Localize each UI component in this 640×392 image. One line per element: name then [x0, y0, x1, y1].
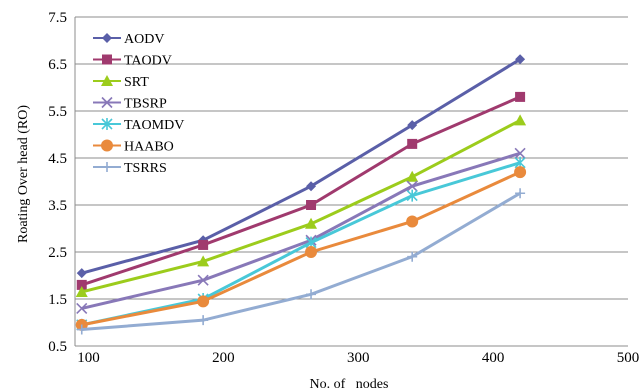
x-tick-label: 200	[212, 350, 235, 366]
legend-marker-haabo	[101, 139, 113, 152]
data-point-taodv	[515, 91, 526, 102]
data-point-srt	[197, 255, 210, 267]
y-tick-label: 0.5	[48, 339, 67, 355]
x-axis-title: No. of nodes	[310, 377, 389, 392]
data-point-tbsrp	[406, 180, 418, 192]
data-point-tsrrs	[198, 315, 209, 326]
legend-marker-tsrrs	[102, 162, 112, 172]
data-point-haabo	[305, 246, 318, 258]
data-point-taodv	[76, 279, 87, 290]
legend-label-tsrrs: TSRRS	[124, 161, 167, 176]
data-point-srt	[305, 217, 318, 229]
y-tick-label: 2.5	[48, 245, 67, 261]
data-point-taomdv	[406, 189, 418, 202]
data-point-tbsrp	[514, 147, 526, 159]
data-point-tsrrs	[306, 289, 317, 300]
x-tick-label: 500	[617, 350, 640, 366]
legend-item-haabo: HAABO	[93, 139, 174, 155]
x-tick-label: 100	[77, 350, 100, 366]
data-point-srt	[514, 114, 527, 126]
data-point-srt	[75, 285, 88, 297]
y-axis-title: Roating Over head (RO)	[16, 105, 31, 243]
legend-marker-taomdv	[101, 118, 113, 130]
y-tick-label: 5.5	[48, 104, 67, 120]
legend-marker-taodv	[102, 54, 112, 65]
data-point-tbsrp	[76, 302, 88, 314]
legend-label-tbsrp: TBSRP	[124, 97, 167, 112]
x-tick-labels: 100 200 300 400 500	[77, 350, 639, 366]
data-point-tsrrs	[515, 188, 526, 199]
legend-label-taodv: TAODV	[124, 54, 172, 69]
gridlines	[75, 16, 628, 347]
legend-item-srt: SRT	[93, 75, 149, 90]
y-tick-label: 1.5	[48, 292, 67, 308]
legend-item-tsrrs: TSRRS	[93, 161, 167, 176]
data-point-srt	[406, 170, 419, 182]
data-point-haabo	[406, 215, 419, 228]
data-point-haabo	[197, 295, 210, 308]
x-tick-label: 400	[482, 350, 505, 366]
axes	[74, 17, 628, 347]
legend-marker-srt	[101, 75, 113, 86]
y-tick-label: 6.5	[48, 57, 67, 73]
data-point-tsrrs	[407, 251, 418, 262]
legend-label-srt: SRT	[124, 75, 149, 90]
data-point-taodv	[198, 239, 209, 250]
data-point-taodv	[407, 138, 418, 149]
series-taodv	[76, 91, 526, 290]
data-point-aodv	[515, 54, 526, 65]
legend-item-taomdv: TAOMDV	[93, 118, 184, 133]
series-line-tsrrs	[81, 191, 521, 332]
y-tick-label: 3.5	[48, 198, 67, 214]
data-point-haabo	[514, 166, 527, 179]
y-tick-label: 7.5	[48, 10, 67, 26]
legend-label-aodv: AODV	[124, 32, 164, 47]
legend-marker-aodv	[102, 33, 112, 43]
legend-item-tbsrp: TBSRP	[93, 97, 167, 112]
legend-label-haabo: HAABO	[124, 140, 174, 155]
y-tick-label: 4.5	[48, 151, 67, 167]
x-tick-label: 300	[347, 350, 370, 366]
data-point-tbsrp	[197, 274, 209, 286]
legend: AODV TAODV SRT TBSRP TAOMDV HAABO TSRRS	[93, 32, 184, 176]
series-lines	[75, 54, 527, 335]
legend-label-taomdv: TAOMDV	[124, 118, 184, 133]
y-tick-labels: 0.5 1.5 2.5 3.5 4.5 5.5 6.5 7.5	[48, 10, 67, 355]
legend-marker-tbsrp	[101, 96, 113, 109]
series-srt	[75, 114, 527, 297]
legend-item-taodv: TAODV	[93, 54, 172, 69]
data-point-aodv	[306, 181, 317, 192]
series-tsrrs	[76, 188, 526, 335]
data-point-taodv	[306, 200, 317, 210]
legend-item-aodv: AODV	[93, 32, 164, 47]
data-point-tsrrs	[76, 324, 87, 335]
data-point-aodv	[407, 120, 418, 131]
data-point-aodv	[76, 268, 87, 279]
